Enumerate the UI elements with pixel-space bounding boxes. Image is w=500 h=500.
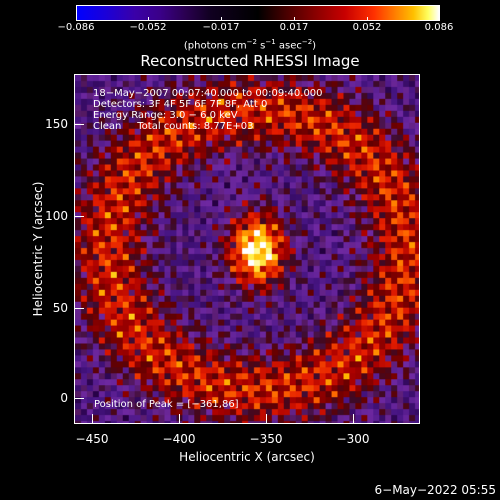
y-tick-label: 150 <box>45 117 68 131</box>
x-tick-label: −350 <box>249 432 283 446</box>
y-tick-label: 0 <box>60 391 68 405</box>
y-axis-label: Heliocentric Y (arcsec) <box>31 181 45 317</box>
rhessi-heatmap <box>75 75 419 423</box>
colorbar-tick-mark <box>367 17 368 21</box>
plot-title: Reconstructed RHESSI Image <box>140 52 360 70</box>
colorbar-tick-label: −0.052 <box>129 22 167 33</box>
colorbar-tick-mark <box>148 17 149 21</box>
y-tick-mark <box>75 308 84 309</box>
colorbar-tick-label: −0.086 <box>57 22 95 33</box>
colorbar-unit-label: (photons cm−2 s−1 asec−2) <box>183 38 317 52</box>
annotation-detectors: Detectors: 3F 4F 5F 6F 7F 8F, Att 0 <box>93 99 268 110</box>
annotation-clean-counts: Clean Total counts: 8.77E+03 <box>93 121 254 132</box>
y-tick-label: 100 <box>45 209 68 223</box>
colorbar-tick-mark <box>76 17 77 21</box>
x-tick-mark <box>353 414 354 423</box>
x-tick-mark <box>179 414 180 423</box>
colorbar-tick-label: −0.017 <box>202 22 240 33</box>
colorbar <box>76 5 440 21</box>
x-tick-label: −450 <box>75 432 109 446</box>
colorbar-tick-label: 0.052 <box>352 22 382 33</box>
annotation-time-range: 18−May−2007 00:07:40.000 to 00:09:40.000 <box>93 88 323 99</box>
y-tick-mark <box>75 398 84 399</box>
colorbar-tick-mark <box>439 17 440 21</box>
x-tick-mark <box>266 414 267 423</box>
annotation-energy-range: Energy Range: 3.0 − 6.0 keV <box>93 110 238 121</box>
rhessi-image-plot: 18−May−2007 00:07:40.000 to 00:09:40.000… <box>74 74 420 424</box>
colorbar-tick-mark <box>294 17 295 21</box>
y-tick-mark <box>75 124 84 125</box>
x-tick-label: −300 <box>336 432 370 446</box>
y-tick-label: 50 <box>52 301 68 315</box>
x-tick-mark <box>92 414 93 423</box>
colorbar-tick-mark <box>221 17 222 21</box>
date-stamp: 6−May−2022 05:55 <box>374 483 497 497</box>
colorbar-tick-label: 0.017 <box>279 22 309 33</box>
x-axis-label: Heliocentric X (arcsec) <box>179 450 315 464</box>
x-tick-label: −400 <box>162 432 196 446</box>
y-tick-mark <box>75 216 84 217</box>
colorbar-tick-label: 0.086 <box>424 22 454 33</box>
annotation-peak-position: Position of Peak = [−361,86] <box>94 399 239 410</box>
